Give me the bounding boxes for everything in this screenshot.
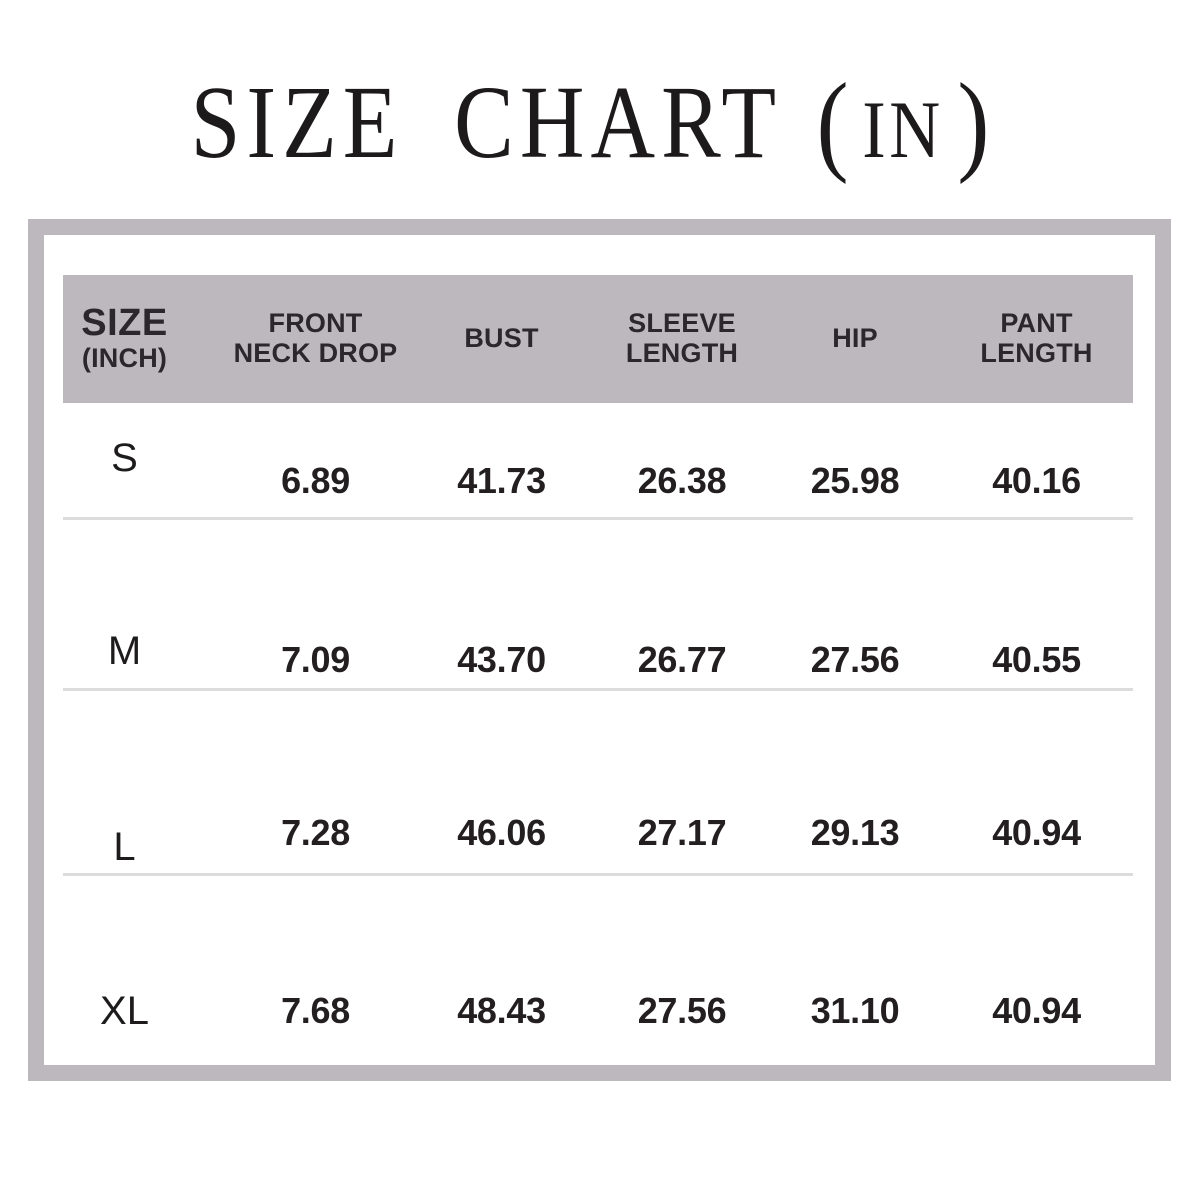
table-row-l: L 7.28 46.06 27.17 29.13 40.94 — [63, 803, 1133, 869]
cell-sleeve-length: 26.38 — [637, 460, 727, 501]
size-header-unit: (INCH) — [81, 343, 168, 374]
size-label: L — [113, 824, 136, 869]
cell-pant-length: 40.55 — [992, 639, 1081, 680]
cell-sleeve-length: 27.17 — [637, 812, 727, 853]
column-header-bust: BUST — [464, 323, 539, 354]
page-title: SIZE CHART (IN) — [83, 50, 1098, 190]
table-row-s: S 6.89 41.73 26.38 25.98 40.16 — [63, 436, 1133, 511]
cell-bust: 41.73 — [457, 460, 546, 501]
column-header-sleeve-length: SLEEVE LENGTH — [625, 308, 739, 368]
table-row-m: M 7.09 43.70 26.77 27.56 40.55 — [63, 628, 1133, 690]
size-header-label: SIZE — [81, 301, 168, 344]
cell-front-neck-drop: 7.09 — [281, 639, 350, 680]
cell-front-neck-drop: 7.28 — [281, 812, 350, 853]
column-header-hip: HIP — [832, 323, 878, 354]
cell-bust: 48.43 — [457, 990, 546, 1031]
title-paren-close: ) — [957, 61, 990, 185]
row-divider — [63, 517, 1133, 520]
column-header-size: SIZE (INCH) — [63, 301, 222, 375]
column-header-pant-length: PANT LENGTH — [980, 308, 1093, 368]
cell-pant-length: 40.16 — [992, 460, 1081, 501]
cell-sleeve-length: 27.56 — [637, 990, 727, 1031]
cell-bust: 43.70 — [457, 639, 546, 680]
cell-hip: 29.13 — [810, 812, 900, 853]
cell-front-neck-drop: 7.68 — [281, 990, 350, 1031]
cell-front-neck-drop: 6.89 — [281, 460, 350, 501]
size-label: S — [111, 435, 138, 480]
row-divider — [63, 873, 1133, 876]
size-label: XL — [100, 988, 149, 1033]
table-row-xl: XL 7.68 48.43 27.56 31.10 40.94 — [63, 981, 1133, 1041]
column-header-front-neck-drop: FRONT NECK DROP — [233, 308, 398, 368]
cell-bust: 46.06 — [457, 812, 546, 853]
cell-sleeve-length: 26.77 — [637, 639, 727, 680]
cell-hip: 25.98 — [810, 460, 900, 501]
cell-pant-length: 40.94 — [992, 812, 1081, 853]
title-text: SIZE CHART — [190, 65, 783, 180]
cell-hip: 27.56 — [810, 639, 900, 680]
size-label: M — [107, 628, 142, 673]
title-unit: IN — [862, 84, 944, 175]
size-chart-table: SIZE (INCH) FRONT NECK DROP BUST SLEEVE … — [28, 219, 1171, 1081]
row-divider — [63, 688, 1133, 691]
table-header-row: SIZE (INCH) FRONT NECK DROP BUST SLEEVE … — [63, 275, 1133, 403]
cell-pant-length: 40.94 — [992, 990, 1081, 1031]
cell-hip: 31.10 — [810, 990, 900, 1031]
title-paren-open: ( — [816, 61, 849, 185]
